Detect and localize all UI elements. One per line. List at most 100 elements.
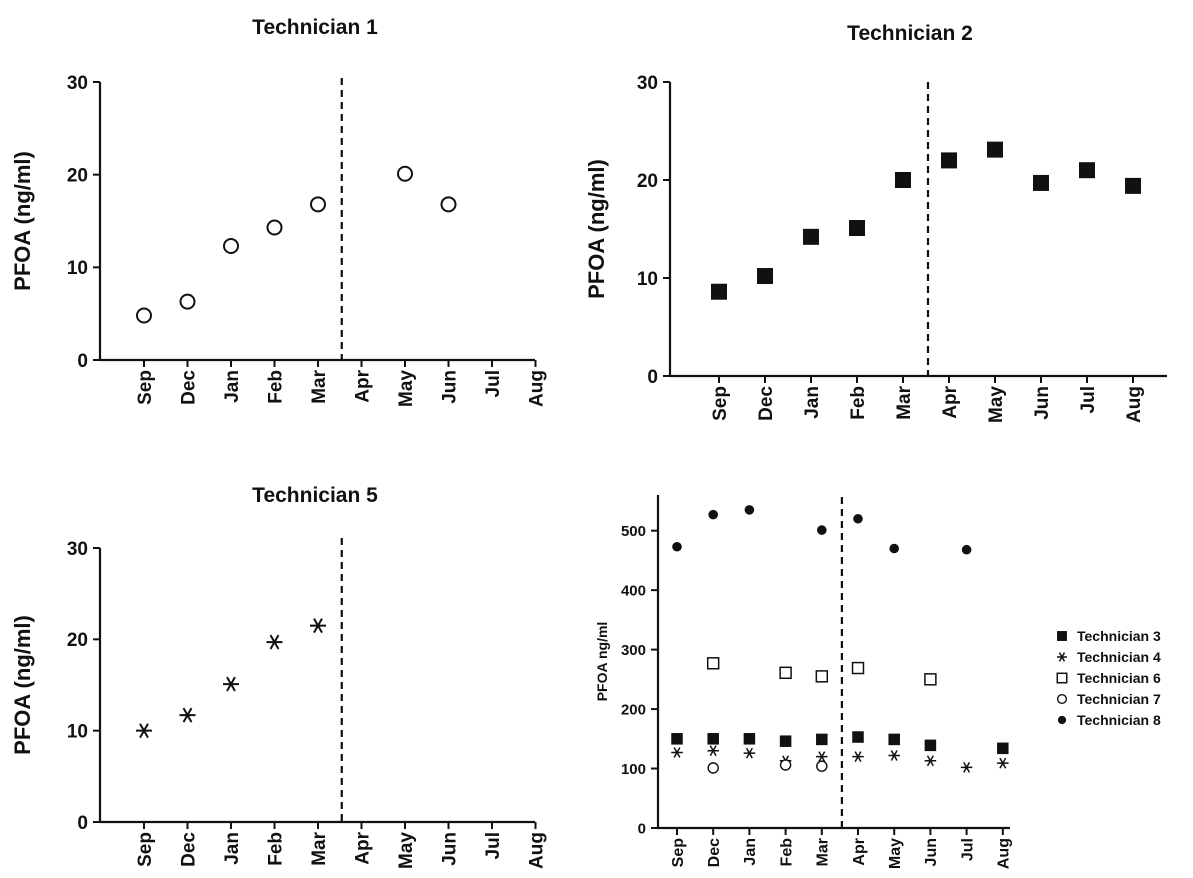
y-tick-label: 500 — [621, 523, 646, 540]
x-tick-label: Jul — [483, 370, 504, 397]
data-point — [816, 733, 828, 746]
y-tick-label: 200 — [621, 701, 646, 718]
x-tick-label: Jul — [483, 832, 504, 859]
y-tick-label: 30 — [67, 539, 88, 560]
data-point — [179, 707, 196, 723]
x-tick-label: Jun — [923, 838, 940, 866]
y-axis-label: PFOA ng/ml — [594, 622, 610, 702]
data-point — [987, 141, 1003, 158]
x-tick-label: Dec — [178, 370, 199, 405]
x-tick-label: Dec — [706, 838, 723, 867]
legend-marker — [1057, 631, 1067, 641]
x-tick-label: Jun — [439, 832, 460, 866]
y-tick-label: 30 — [67, 73, 88, 94]
data-point — [779, 735, 792, 747]
data-point — [997, 757, 1009, 769]
data-point — [1079, 162, 1095, 179]
legend-marker — [1056, 693, 1068, 705]
x-tick-label: Apr — [940, 385, 961, 418]
y-tick-label: 0 — [77, 813, 88, 834]
series-data — [711, 141, 1141, 300]
x-tick-label: Sep — [670, 838, 687, 868]
x-tick-label: Jan — [802, 386, 823, 419]
x-tick-label: Jul — [959, 838, 976, 861]
data-point — [136, 307, 152, 324]
series-data — [136, 165, 457, 324]
legend-label: Technician 6 — [1077, 670, 1161, 686]
series-technician-7 — [707, 759, 828, 774]
data-point — [310, 196, 326, 213]
x-tick-label: Feb — [265, 370, 286, 404]
series-technician-4 — [671, 745, 1009, 773]
y-tick-label: 300 — [621, 642, 646, 659]
data-point — [851, 661, 865, 675]
data-point — [672, 541, 682, 552]
x-tick-label: Feb — [848, 386, 869, 420]
data-point — [440, 196, 457, 213]
data-point — [707, 762, 719, 774]
data-point — [706, 657, 720, 670]
data-point — [744, 505, 755, 515]
data-point — [757, 268, 773, 285]
data-point — [779, 666, 792, 680]
x-tick-label: May — [887, 838, 904, 869]
y-tick-label: 100 — [621, 761, 646, 778]
chart-title: Technician 5 — [252, 484, 378, 507]
chart-title: Technician 2 — [847, 22, 973, 45]
data-point — [310, 618, 326, 634]
x-tick-label: Mar — [894, 385, 915, 419]
data-point — [961, 544, 972, 555]
data-point — [816, 760, 828, 772]
legend-marker — [1056, 672, 1068, 684]
data-point — [924, 673, 937, 686]
legend-label: Technician 7 — [1077, 691, 1161, 707]
data-point — [707, 745, 719, 757]
x-tick-label: Sep — [135, 832, 156, 867]
legend-marker — [1057, 652, 1067, 662]
series-technician-6 — [706, 657, 937, 686]
y-tick-label: 20 — [67, 630, 88, 651]
data-point — [997, 742, 1009, 755]
x-tick-label: Aug — [1124, 386, 1145, 423]
x-tick-label: Jun — [439, 370, 460, 404]
series-technician-3 — [671, 731, 1009, 755]
data-point — [397, 165, 413, 182]
y-tick-label: 10 — [67, 722, 88, 743]
x-tick-label: Jan — [222, 832, 243, 865]
data-point — [853, 513, 863, 524]
data-point — [895, 172, 911, 188]
data-point — [743, 733, 756, 745]
x-tick-label: Sep — [135, 370, 156, 405]
y-tick-label: 30 — [637, 73, 658, 94]
panel-technician-2: Technician 2 0 10 20 30 PFOA (ng/ml) Sep Dec Jan… — [584, 22, 1167, 423]
x-tick-label: Feb — [778, 838, 795, 867]
x-tick-label: Jul — [1078, 386, 1099, 413]
panel-all-technicians: 0 100 200 300 400 500 PFOA ng/ml Sep Dec Jan Feb Ma… — [594, 495, 1161, 869]
data-point — [888, 750, 900, 761]
data-point — [924, 739, 937, 752]
data-point — [671, 733, 683, 745]
y-axis-label: PFOA (ng/ml) — [10, 615, 35, 755]
x-tick-label: Mar — [815, 838, 832, 866]
x-tick-label: Aug — [526, 370, 547, 407]
x-tick-label: Apr — [352, 831, 373, 864]
data-point — [266, 219, 283, 236]
legend-label: Technician 3 — [1077, 628, 1161, 644]
panel-technician-5: Technician 5 0 10 20 30 PFOA (ng/ml) Sep Dec Jan… — [10, 484, 547, 869]
data-point — [815, 670, 829, 683]
legend-label: Technician 4 — [1077, 649, 1161, 665]
series-data — [136, 618, 326, 739]
x-tick-label: Aug — [526, 832, 547, 869]
data-point — [711, 283, 727, 300]
data-point — [803, 228, 819, 245]
data-point — [960, 761, 973, 773]
series-technician-8 — [672, 505, 972, 555]
y-tick-label: 10 — [67, 258, 88, 279]
data-point — [671, 747, 683, 758]
y-axis-label: PFOA (ng/ml) — [10, 151, 35, 291]
data-point — [708, 509, 718, 520]
x-tick-label: Feb — [265, 832, 286, 866]
data-point — [1125, 177, 1141, 194]
x-tick-label: Jan — [222, 370, 243, 403]
